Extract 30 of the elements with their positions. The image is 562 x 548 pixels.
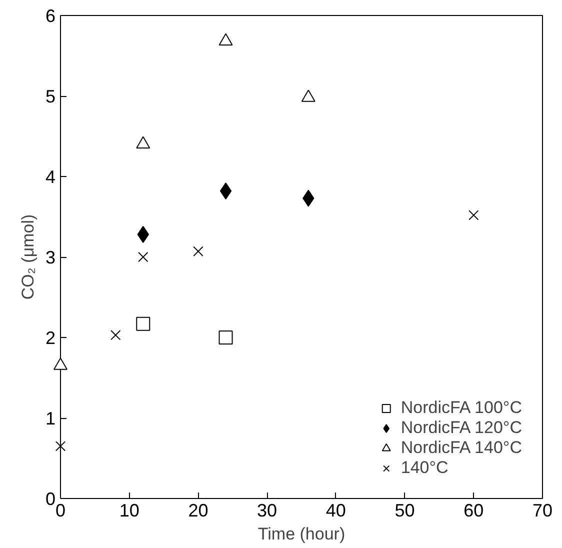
point [136, 136, 150, 149]
x-tick-label: 30 [257, 500, 278, 520]
point [193, 246, 204, 256]
point [138, 252, 148, 262]
x-tick-label: 20 [188, 500, 208, 520]
point [301, 90, 316, 102]
y-tick-label: 3 [45, 248, 56, 268]
point [55, 441, 66, 452]
y-tick-label: 6 [45, 6, 56, 26]
x-tick-label: 40 [326, 500, 346, 520]
point [218, 330, 233, 344]
point [468, 210, 479, 220]
x-tick-label: 10 [119, 500, 140, 520]
legend-label: 140°C [400, 458, 448, 478]
legend-label: NordicFA 100°C [400, 398, 522, 418]
point [110, 330, 121, 340]
x-tick-label: 70 [532, 500, 553, 520]
point [136, 316, 150, 331]
y-tick-label: 2 [45, 328, 56, 348]
x-axis-title: Time (hour) [258, 524, 346, 544]
legend-label: NordicFA 140°C [400, 438, 522, 458]
y-axis-title: CO₂ (μmol) [18, 214, 38, 300]
point [218, 33, 233, 46]
x-tick-label: 60 [464, 500, 484, 520]
y-tick-label: 1 [45, 408, 56, 428]
legend-label: NordicFA 120°C [400, 418, 522, 438]
point [220, 182, 232, 200]
y-tick-label: 5 [45, 86, 56, 106]
y-tick-label: 4 [45, 167, 56, 187]
x-tick-label: 50 [394, 500, 415, 520]
